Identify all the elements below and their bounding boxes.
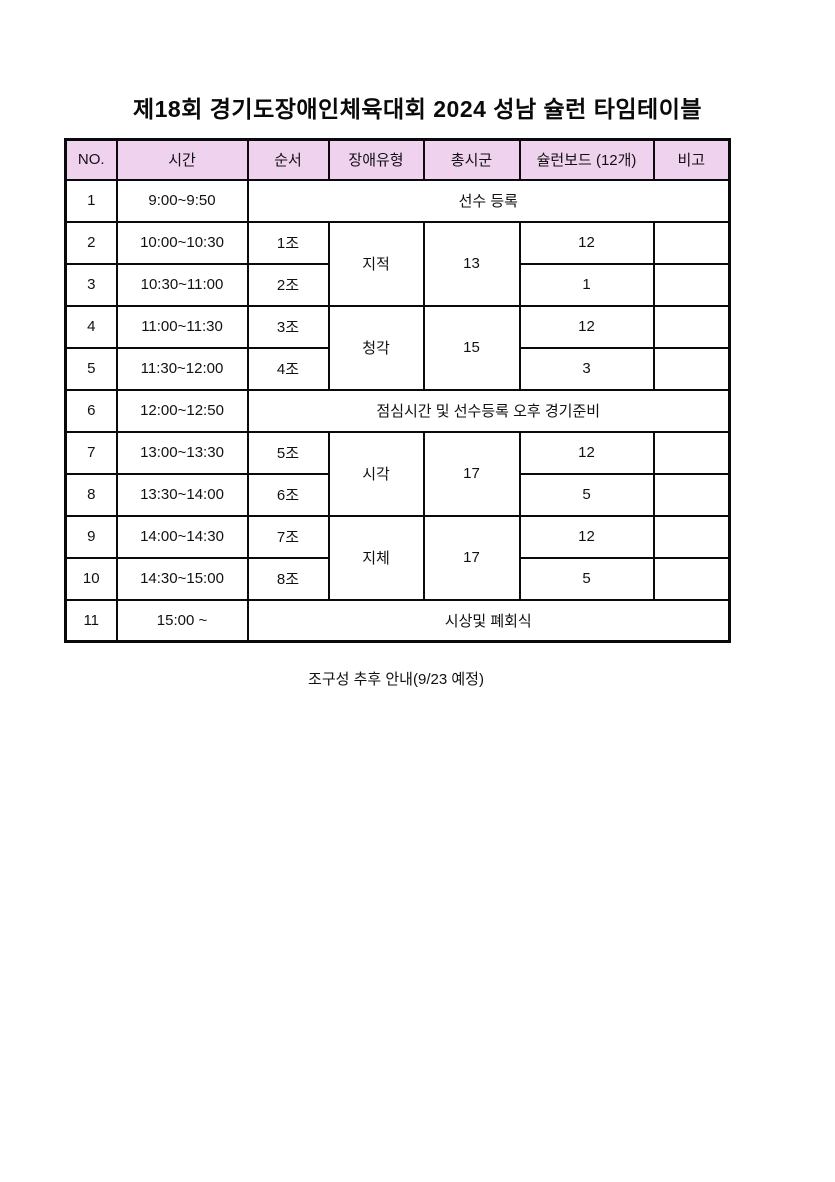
cell-time: 10:00~10:30: [115, 220, 249, 265]
cell-boards: 12: [518, 220, 655, 265]
cell-total-regions: 13: [422, 220, 521, 307]
cell-time: 10:30~11:00: [115, 262, 249, 307]
cell-disability-type: 시각: [327, 430, 425, 517]
table-row: 5 11:30~12:00 4조 3: [64, 346, 731, 391]
table-header-row: NO. 시간 순서 장애유형 총시군 슐런보드 (12개) 비고: [64, 138, 731, 181]
cell-boards: 5: [518, 556, 655, 601]
cell-time: 13:30~14:00: [115, 472, 249, 517]
cell-time: 15:00 ~: [115, 598, 249, 643]
cell-boards: 12: [518, 304, 655, 349]
cell-total-regions: 17: [422, 514, 521, 601]
cell-no: 6: [64, 388, 118, 433]
cell-time: 11:30~12:00: [115, 346, 249, 391]
cell-disability-type: 지체: [327, 514, 425, 601]
header-disability-type: 장애유형: [327, 138, 425, 181]
table-row: 2 10:00~10:30 1조 지적 13 12: [64, 220, 731, 307]
timetable: NO. 시간 순서 장애유형 총시군 슐런보드 (12개) 비고 1 9:00~…: [64, 138, 731, 643]
cell-note: [652, 514, 731, 559]
cell-note: [652, 220, 731, 265]
document-title: 제18회 경기도장애인체육대회 2024 성남 슐런 타임테이블: [132, 96, 703, 122]
cell-no: 5: [64, 346, 118, 391]
cell-merged-activity: 선수 등록: [246, 178, 731, 223]
cell-disability-type: 지적: [327, 220, 425, 307]
header-order: 순서: [246, 138, 330, 181]
cell-merged-activity: 시상및 폐회식: [246, 598, 731, 643]
cell-time: 11:00~11:30: [115, 304, 249, 349]
cell-no: 7: [64, 430, 118, 475]
cell-note: [652, 346, 731, 391]
cell-disability-type: 청각: [327, 304, 425, 391]
cell-boards: 3: [518, 346, 655, 391]
table-row: 6 12:00~12:50 점심시간 및 선수등록 오후 경기준비: [64, 388, 731, 433]
cell-total-regions: 17: [422, 430, 521, 517]
cell-time: 14:00~14:30: [115, 514, 249, 559]
cell-order: 4조: [246, 346, 330, 391]
table-row: 1 9:00~9:50 선수 등록: [64, 178, 731, 223]
cell-time: 9:00~9:50: [115, 178, 249, 223]
cell-no: 10: [64, 556, 118, 601]
table-row: 11 15:00 ~ 시상및 폐회식: [64, 598, 731, 643]
header-no: NO.: [64, 138, 118, 181]
cell-order: 2조: [246, 262, 330, 307]
footer-note: 조구성 추후 안내(9/23 예정): [308, 671, 484, 688]
cell-time: 12:00~12:50: [115, 388, 249, 433]
cell-order: 7조: [246, 514, 330, 559]
table-row: 7 13:00~13:30 5조 시각 17 12: [64, 430, 731, 517]
cell-order: 3조: [246, 304, 330, 349]
cell-order: 6조: [246, 472, 330, 517]
cell-boards: 5: [518, 472, 655, 517]
table-row: 9 14:00~14:30 7조 지체 17 12: [64, 514, 731, 601]
table-row: 4 11:00~11:30 3조 청각 15 12: [64, 304, 731, 391]
cell-note: [652, 262, 731, 307]
table-row: 10 14:30~15:00 8조 5: [64, 556, 731, 601]
cell-no: 9: [64, 514, 118, 559]
cell-time: 13:00~13:30: [115, 430, 249, 475]
cell-boards: 1: [518, 262, 655, 307]
cell-no: 11: [64, 598, 118, 643]
header-boards: 슐런보드 (12개): [518, 138, 655, 181]
header-time: 시간: [115, 138, 249, 181]
cell-note: [652, 304, 731, 349]
cell-note: [652, 430, 731, 475]
header-total-regions: 총시군: [422, 138, 521, 181]
table-row: 8 13:30~14:00 6조 5: [64, 472, 731, 517]
cell-no: 1: [64, 178, 118, 223]
cell-note: [652, 556, 731, 601]
cell-no: 8: [64, 472, 118, 517]
cell-no: 4: [64, 304, 118, 349]
cell-boards: 12: [518, 514, 655, 559]
cell-boards: 12: [518, 430, 655, 475]
cell-note: [652, 472, 731, 517]
cell-order: 8조: [246, 556, 330, 601]
header-note: 비고: [652, 138, 731, 181]
table-row: 3 10:30~11:00 2조 1: [64, 262, 731, 307]
cell-time: 14:30~15:00: [115, 556, 249, 601]
cell-order: 5조: [246, 430, 330, 475]
cell-no: 2: [64, 220, 118, 265]
cell-total-regions: 15: [422, 304, 521, 391]
cell-no: 3: [64, 262, 118, 307]
cell-order: 1조: [246, 220, 330, 265]
cell-merged-activity: 점심시간 및 선수등록 오후 경기준비: [246, 388, 731, 433]
